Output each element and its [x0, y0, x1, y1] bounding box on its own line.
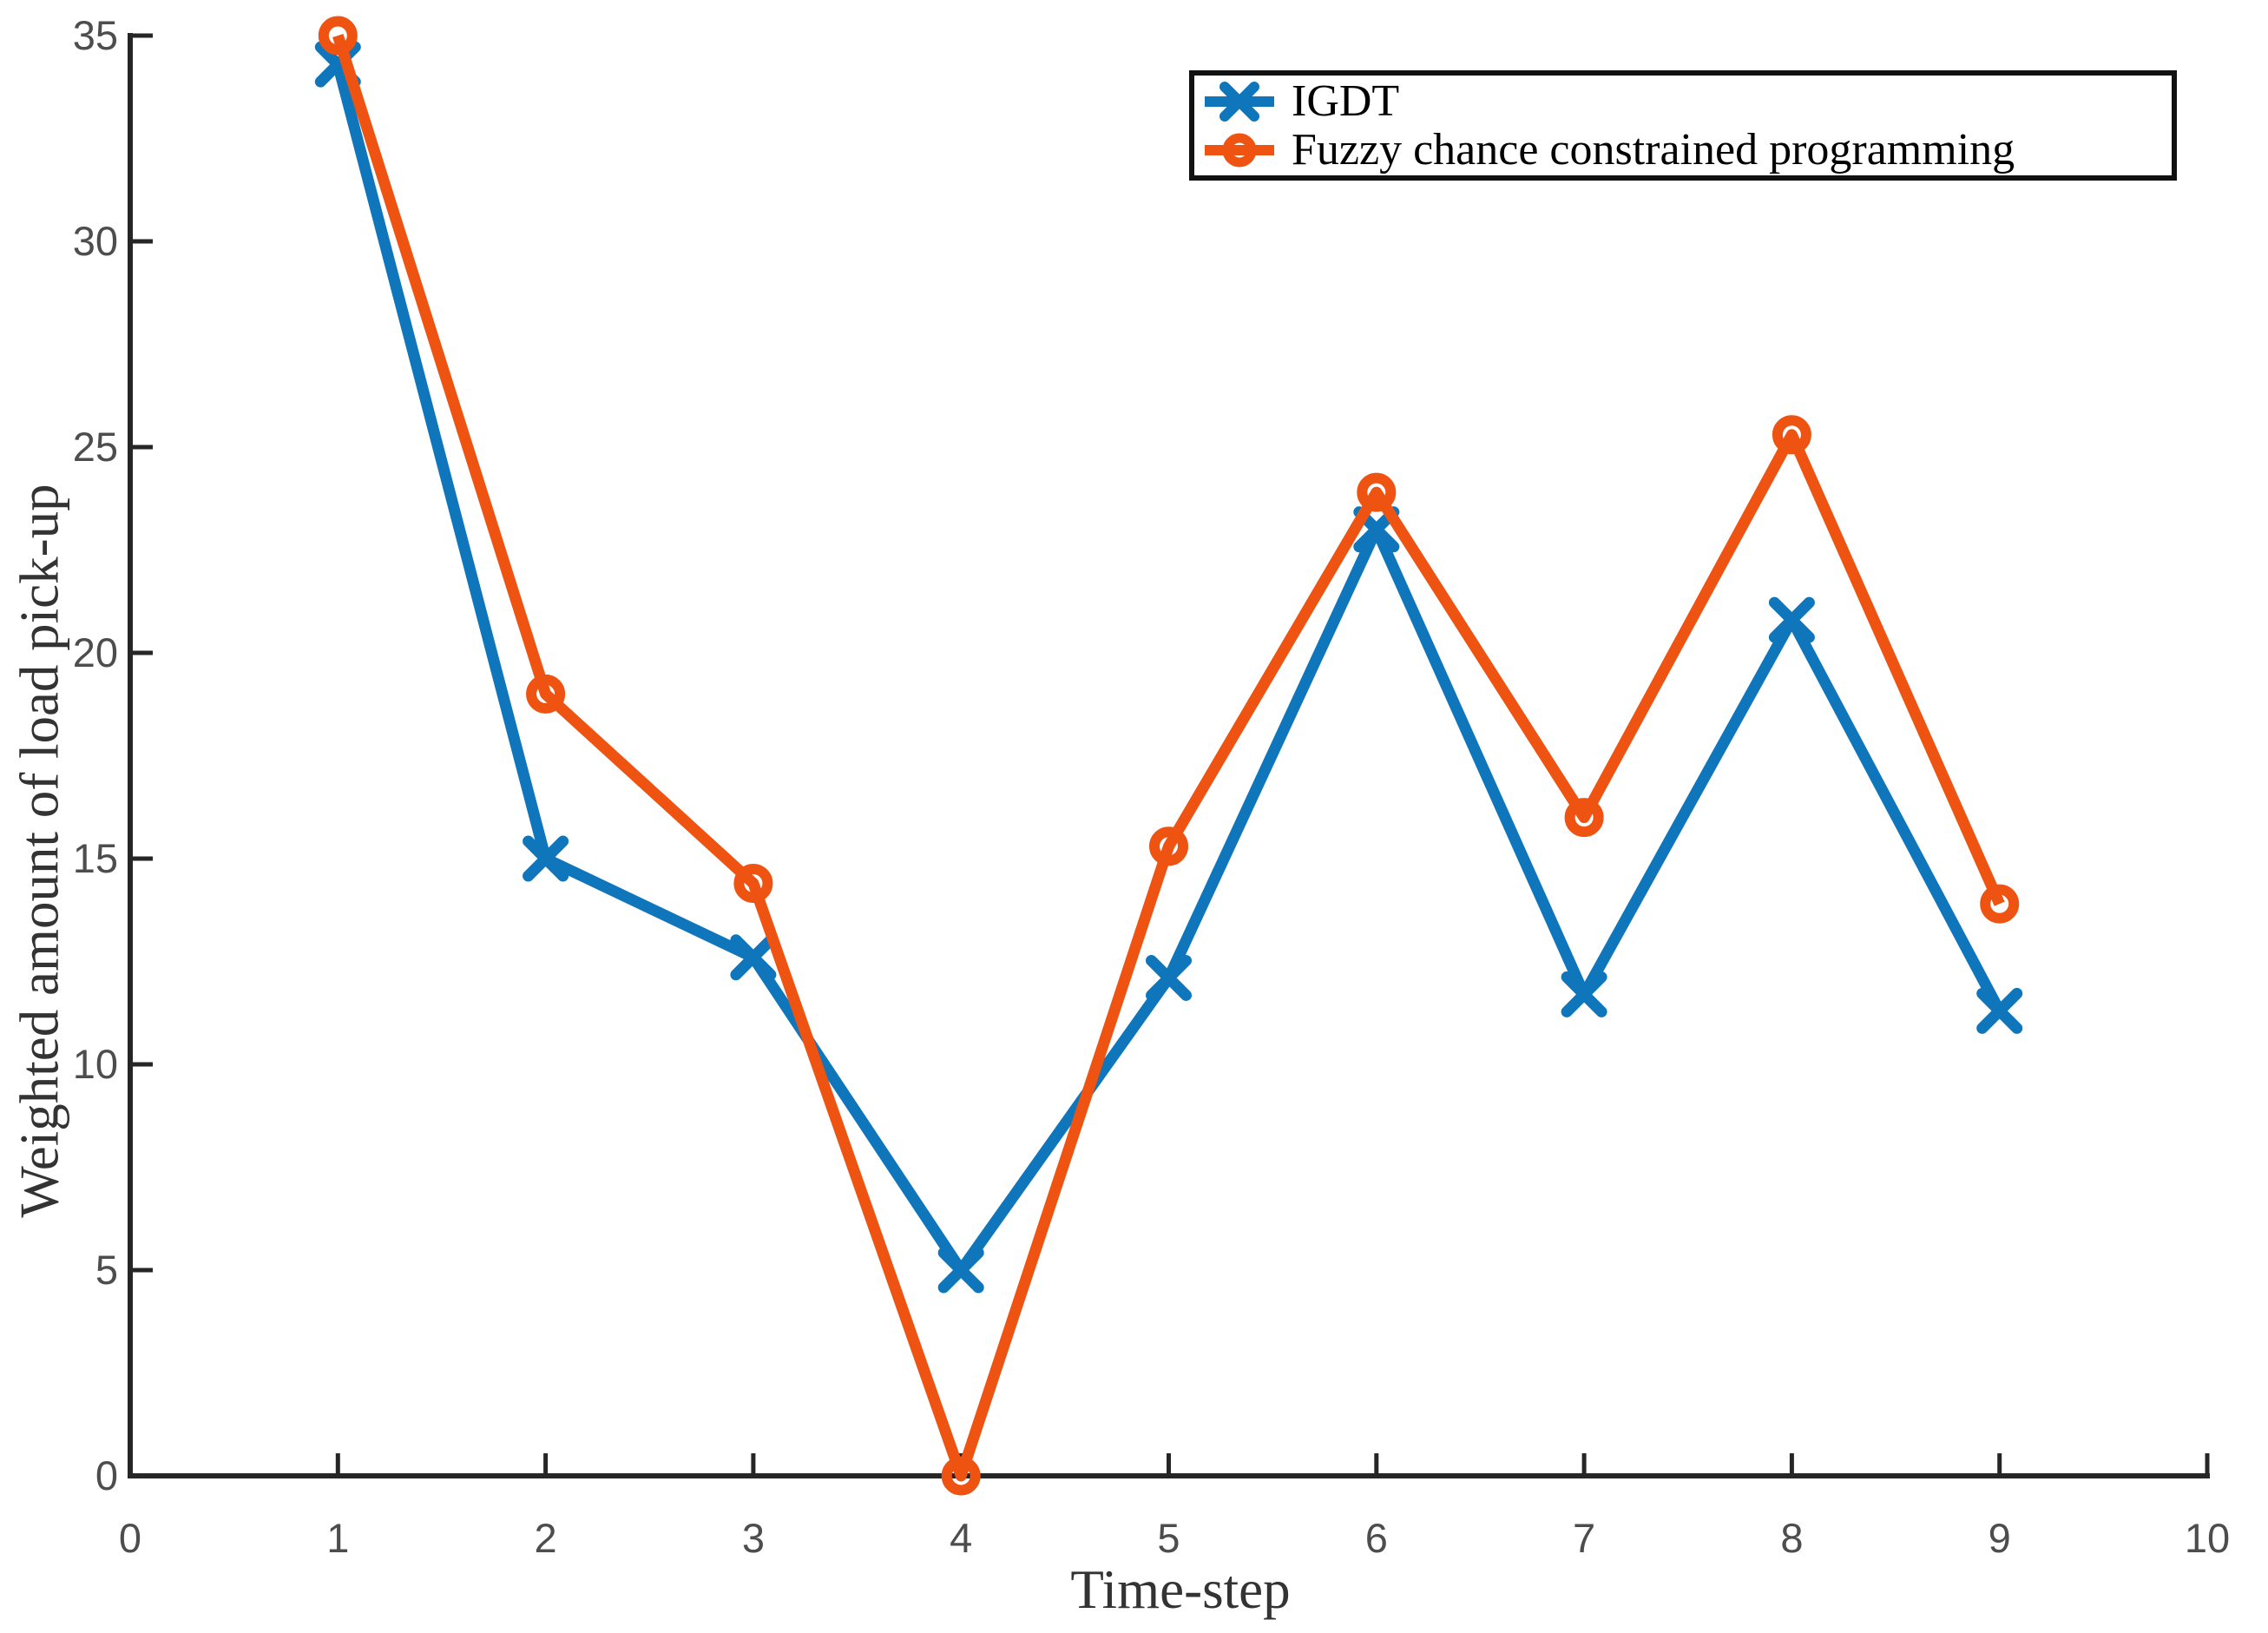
fuzzy-line — [332, 34, 2005, 1482]
igdt-marker — [937, 1247, 984, 1294]
legend-item-igdt: IGDT — [1201, 77, 2165, 126]
x-tick-label: 4 — [950, 1515, 972, 1561]
x-tick-label: 9 — [1989, 1515, 2011, 1561]
x-tick-label: 2 — [535, 1515, 557, 1561]
x-marker-icon — [1219, 82, 1259, 122]
fuzzy-marker — [1357, 472, 1397, 512]
igdt-marker — [523, 835, 569, 882]
fuzzy-marker — [526, 674, 566, 714]
x-tick-label: 7 — [1573, 1515, 1595, 1561]
x-axis-title: Time-step — [1070, 1559, 1291, 1620]
legend-label-igdt: IGDT — [1292, 76, 1400, 126]
y-tick-label: 10 — [73, 1041, 118, 1087]
legend-label-fuzzy: Fuzzy chance constrained programming — [1292, 125, 2015, 174]
igdt-marker — [1561, 971, 1607, 1017]
fuzzy-marker — [1980, 884, 2020, 924]
y-tick-label: 20 — [73, 629, 118, 675]
igdt-marker — [1976, 987, 2023, 1034]
igdt-marker — [1768, 596, 1815, 643]
circle-marker-icon — [1222, 133, 1257, 168]
legend: IGDT Fuzzy chance constrained programmin… — [1189, 70, 2177, 181]
igdt-marker — [730, 934, 777, 981]
fuzzy-line-marker-icon — [1205, 133, 1274, 168]
igdt-line-marker-icon — [1205, 82, 1274, 122]
fuzzy-marker — [1564, 798, 1604, 838]
x-tick-label: 8 — [1780, 1515, 1803, 1561]
y-axis-title: Weighted amount of load pick-up — [9, 484, 70, 1218]
fuzzy-marker — [1149, 826, 1188, 866]
y-tick-label: 35 — [73, 12, 118, 58]
x-tick-label: 6 — [1365, 1515, 1388, 1561]
igdt-marker — [1146, 954, 1192, 1001]
x-tick-label: 0 — [119, 1515, 141, 1561]
legend-item-fuzzy: Fuzzy chance constrained programming — [1201, 126, 2165, 174]
x-tick-label: 1 — [326, 1515, 349, 1561]
y-tick-label: 15 — [73, 835, 118, 881]
x-tick-label: 10 — [2185, 1515, 2230, 1561]
fuzzy-marker — [733, 863, 773, 903]
x-tick-label: 3 — [742, 1515, 765, 1561]
y-tick-label: 0 — [95, 1452, 118, 1498]
x-tick-label: 5 — [1157, 1515, 1180, 1561]
igdt-line — [332, 63, 2005, 1276]
y-tick-label: 30 — [73, 218, 118, 264]
fuzzy-marker — [318, 16, 358, 56]
y-tick-label: 25 — [73, 424, 118, 470]
fuzzy-marker — [1772, 415, 1811, 455]
fuzzy-marker — [941, 1456, 981, 1496]
y-tick-label: 5 — [95, 1247, 118, 1293]
